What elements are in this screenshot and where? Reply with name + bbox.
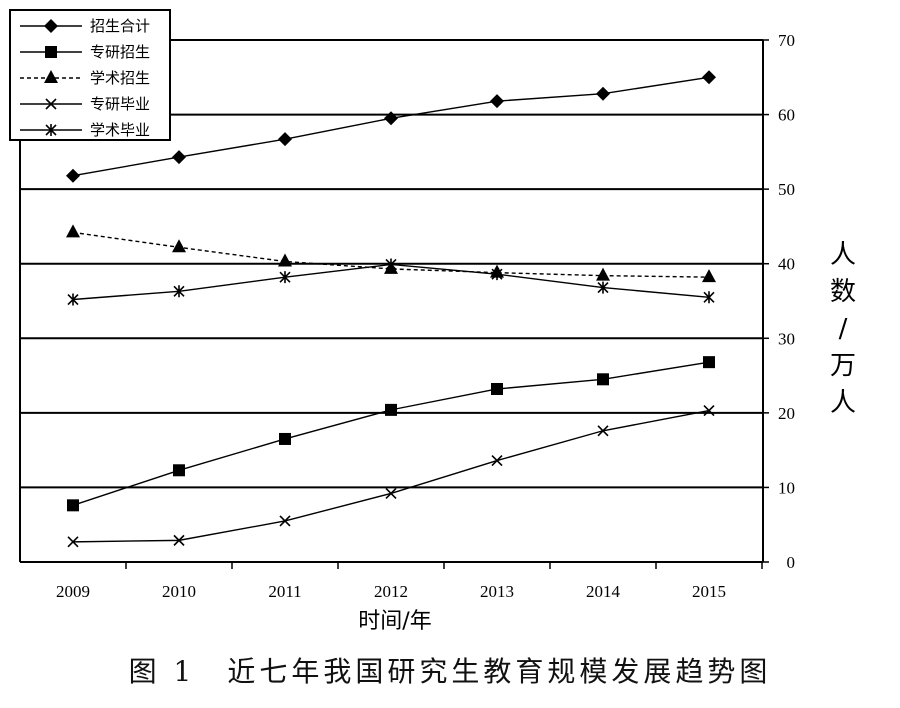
y-tick-label-60: 60 (778, 106, 795, 125)
data-point-5-2013 (491, 268, 503, 281)
data-point-5-2012 (385, 258, 397, 271)
data-point-1-2011 (278, 132, 292, 147)
y-axis-label-char-2: 数 (830, 277, 856, 307)
legend-box (9, 9, 171, 141)
x-tick-labels: 2009 2010 2011 2012 2013 2014 2015 (56, 582, 726, 601)
data-point-3-2010 (172, 239, 186, 253)
data-point-5-2015 (703, 291, 715, 304)
data-point-3-2011 (278, 253, 292, 267)
y-tick-label-30: 30 (778, 329, 795, 348)
x-tick-label-2015: 2015 (692, 582, 726, 601)
data-point-5-2009 (67, 293, 79, 306)
legend-marker-2 (45, 46, 57, 58)
legend-item-3: 学术招生 (20, 69, 150, 87)
data-point-4-2015 (703, 405, 715, 417)
x-tick-label-2014: 2014 (586, 582, 621, 601)
data-point-1-2010 (172, 150, 186, 165)
x-tick-label-2010: 2010 (162, 582, 196, 601)
y-axis-label: 人数/万人 (830, 240, 856, 418)
data-point-1-2015 (702, 70, 716, 85)
legend-item-5: 学术毕业 (20, 121, 150, 139)
data-point-3-2015 (702, 269, 716, 283)
data-point-2-2011 (279, 432, 291, 445)
legend-label-5: 学术毕业 (90, 121, 150, 139)
data-point-2-2015 (703, 356, 715, 369)
data-point-1-2009 (66, 168, 80, 183)
legend-item-1: 招生合计 (20, 17, 150, 35)
y-tick-label-10: 10 (778, 478, 795, 497)
legend-item-4: 专研毕业 (20, 95, 150, 113)
data-point-4-2009 (67, 536, 79, 548)
legend-label-2: 专研招生 (90, 43, 150, 61)
x-tick-label-2012: 2012 (374, 582, 408, 601)
y-tick-label-40: 40 (778, 255, 795, 274)
y-tick-label-70: 70 (778, 31, 795, 50)
y-axis-label-char-5: 人 (830, 388, 856, 418)
legend-item-2: 专研招生 (20, 43, 150, 61)
legend-label-3: 学术招生 (90, 69, 150, 87)
data-point-2-2013 (491, 382, 503, 395)
data-point-2-2014 (597, 373, 609, 386)
data-point-5-2010 (173, 285, 185, 298)
data-point-4-2014 (597, 425, 609, 437)
series-line-2 (72, 361, 710, 506)
data-point-4-2010 (173, 534, 185, 546)
data-point-3-2009 (66, 224, 80, 238)
legend-marker-5 (45, 124, 57, 136)
series-5 (67, 258, 715, 306)
series-group (66, 70, 716, 548)
figure-caption: 图 1 近七年我国研究生教育规模发展趋势图 (128, 655, 772, 688)
x-axis-label: 时间/年 (358, 609, 431, 634)
y-tick-labels: 0 10 20 30 40 50 60 70 (778, 31, 795, 572)
data-point-5-2011 (279, 271, 291, 284)
data-point-2-2010 (173, 464, 185, 477)
series-2 (67, 356, 715, 512)
data-point-3-2014 (596, 267, 610, 281)
y-axis-label-char-1: 人 (830, 240, 856, 270)
x-tick-label-2011: 2011 (268, 582, 301, 601)
x-tick-label-2013: 2013 (480, 582, 514, 601)
data-point-1-2013 (490, 94, 504, 109)
data-point-4-2012 (385, 487, 397, 499)
data-point-1-2012 (384, 111, 398, 126)
data-point-2-2009 (67, 499, 79, 512)
y-tick-label-20: 20 (778, 404, 795, 423)
legend-label-4: 专研毕业 (90, 95, 150, 113)
x-tick-label-2009: 2009 (56, 582, 90, 601)
data-point-4-2013 (491, 455, 503, 467)
y-tick-label-50: 50 (778, 180, 795, 199)
y-axis-label-char-3: / (839, 314, 848, 344)
axes (19, 39, 769, 569)
data-point-2-2012 (385, 403, 397, 416)
legend-marker-3 (44, 70, 58, 83)
y-tick-label-0: 0 (787, 553, 796, 572)
series-1 (66, 70, 716, 183)
legend-marker-4 (45, 98, 57, 110)
y-axis-label-char-4: 万 (830, 351, 856, 381)
data-point-5-2014 (597, 281, 609, 294)
series-4 (67, 405, 715, 548)
data-point-4-2011 (279, 515, 291, 527)
series-3 (66, 224, 716, 283)
data-point-1-2014 (596, 86, 610, 101)
series-line-4 (72, 409, 710, 543)
legend-marker-1 (44, 19, 58, 33)
line-chart: 0 10 20 30 40 50 60 70 2009 2010 2011 2012 2013 2014… (9, 9, 856, 634)
legend-label-1: 招生合计 (90, 17, 150, 35)
